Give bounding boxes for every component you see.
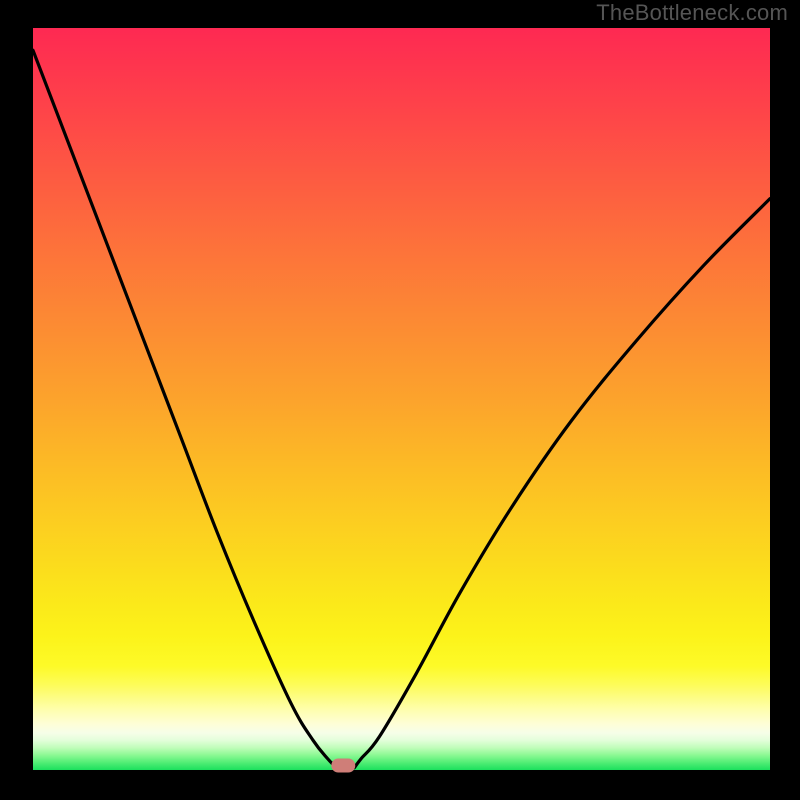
- chart-frame: TheBottleneck.com: [0, 0, 800, 800]
- watermark-text: TheBottleneck.com: [596, 0, 788, 26]
- bottleneck-chart-svg: [0, 0, 800, 800]
- optimal-point-marker: [331, 759, 355, 773]
- gradient-plot-area: [33, 28, 770, 770]
